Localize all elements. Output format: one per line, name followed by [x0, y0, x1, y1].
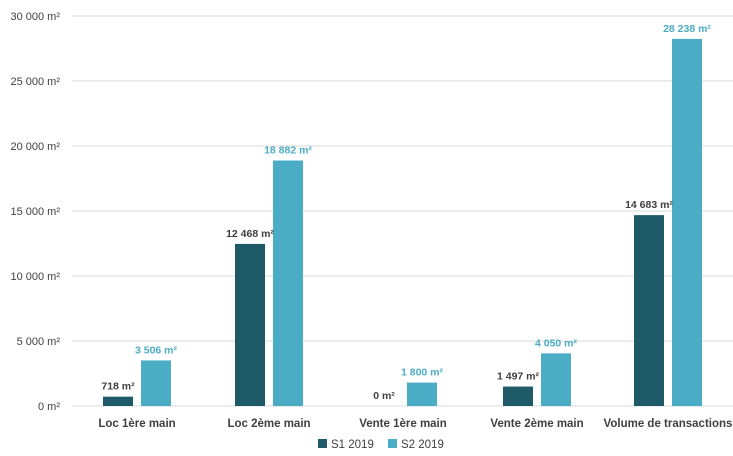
bar-s1	[235, 243, 265, 406]
x-axis: Loc 1ère main Loc 2ème main Vente 1ère mai…	[98, 418, 732, 430]
bar-s2	[407, 382, 437, 406]
legend-swatch-s2	[388, 439, 397, 448]
y-axis: 0 m² 5 000 m² 10 000 m² 15 000 m² 20 000 m² 2…	[10, 11, 60, 413]
bar-s2	[541, 353, 571, 406]
x-tick-label: Loc 2ème main	[227, 418, 310, 430]
y-tick-label: 0 m²	[38, 401, 60, 413]
data-label-s1: 1 497 m²	[497, 371, 540, 383]
bar-s2	[273, 160, 303, 406]
legend-swatch-s1	[318, 439, 327, 448]
bar-s2	[672, 38, 702, 406]
y-tick-label: 15 000 m²	[10, 206, 60, 218]
data-label-s2: 4 050 m²	[535, 337, 578, 349]
y-tick-label: 30 000 m²	[10, 11, 60, 23]
data-label-s1: 14 683 m²	[625, 199, 673, 211]
y-tick-label: 20 000 m²	[10, 141, 60, 153]
y-tick-label: 5 000 m²	[17, 336, 61, 348]
legend-label-s1: S1 2019	[331, 439, 374, 451]
gridlines	[72, 15, 733, 407]
data-label-s1: 718 m²	[101, 381, 135, 393]
x-tick-label: Loc 1ère main	[98, 418, 175, 430]
y-tick-label: 25 000 m²	[10, 76, 60, 88]
legend: S1 2019 S2 2019	[318, 439, 444, 451]
data-label-s1: 0 m²	[373, 390, 395, 402]
data-label-s1: 12 468 m²	[226, 228, 274, 240]
legend-label-s2: S2 2019	[401, 439, 444, 451]
data-label-s2: 28 238 m²	[663, 23, 711, 35]
x-tick-label: Vente 2ème main	[490, 418, 583, 430]
bar-s2	[141, 360, 171, 406]
bar-s1	[634, 215, 664, 406]
y-tick-label: 10 000 m²	[10, 271, 60, 283]
bars	[103, 38, 702, 406]
x-tick-label: Volume de transactions	[604, 418, 733, 430]
data-label-s2: 3 506 m²	[135, 344, 178, 356]
data-label-s2: 1 800 m²	[401, 367, 444, 379]
bar-s1	[503, 386, 533, 406]
bar-s1	[103, 396, 133, 406]
data-labels: 718 m² 12 468 m² 0 m² 1 497 m² 14 683 m² 3 50…	[101, 23, 711, 402]
x-tick-label: Vente 1ère main	[359, 418, 447, 430]
data-label-s2: 18 882 m²	[264, 145, 312, 157]
